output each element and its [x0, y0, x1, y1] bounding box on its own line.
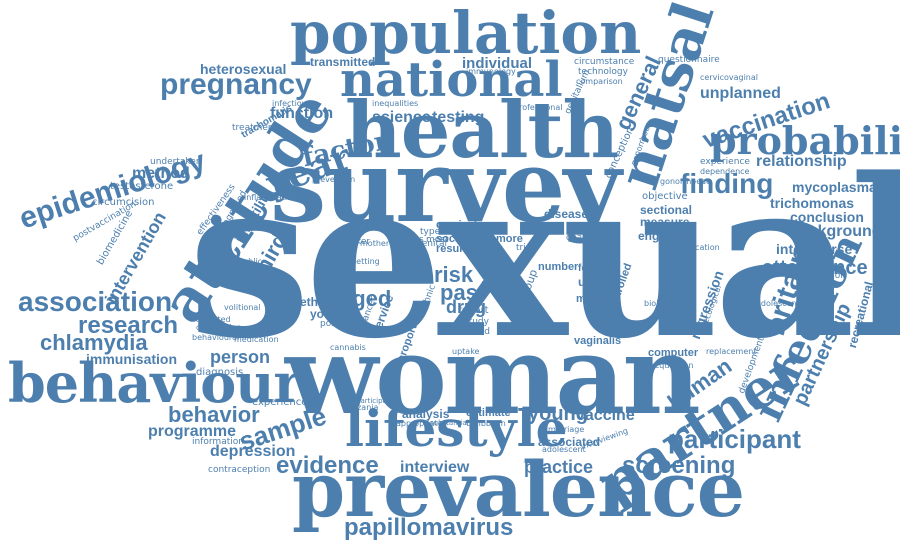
word-diagnosis: diagnosis — [196, 368, 243, 378]
word-relationship: relationship — [756, 154, 847, 170]
word-experienced: experienced — [252, 398, 314, 408]
word-interpretation: interpretation — [784, 272, 846, 281]
word-information: information — [192, 438, 244, 447]
word-volitional: volitional — [224, 304, 261, 312]
word-medication: medication — [234, 336, 279, 344]
word-deprivation: deprivation — [196, 324, 242, 332]
word-treatment: treatment — [232, 124, 277, 133]
word-cervical: cervical — [436, 220, 477, 231]
word-behavioural: behavioural — [192, 334, 239, 342]
word-substantial: substantial — [430, 420, 469, 427]
word-caribbean: caribbean — [466, 420, 506, 428]
word-sectional: sectional — [640, 204, 692, 216]
word-infectious: infectious — [272, 100, 311, 108]
word-circumstance: circumstance — [574, 58, 634, 67]
word-trichomonas: trichomonas — [770, 196, 854, 210]
word-schooling: schooling — [238, 282, 276, 290]
word-undertaken: undertaken — [150, 158, 202, 167]
word-setting: setting — [352, 258, 380, 266]
word-participant: participant — [668, 426, 801, 452]
word-dependence: dependence — [700, 168, 749, 176]
word-measure: measure — [640, 216, 689, 228]
word-report: report — [458, 306, 489, 316]
word-immunology: immunology — [466, 68, 516, 76]
word-computer: computer — [648, 348, 698, 359]
word-trial: trial — [516, 244, 534, 253]
word-participate: participate — [356, 398, 394, 405]
word-professional: professional — [514, 104, 562, 112]
word-science: science — [372, 110, 431, 126]
word-clinic: clinic — [518, 304, 541, 313]
word-unsafe: unsafe — [578, 276, 617, 288]
word-experience: experience — [700, 158, 750, 167]
word-papillomavirus: papillomavirus — [344, 516, 513, 540]
word-acquisition: acquisition — [650, 362, 693, 370]
word-conclusion: conclusion — [790, 210, 864, 224]
word-biological: biological — [644, 300, 682, 308]
word-intercourse: intercourse — [776, 242, 852, 256]
word-adjusted: adjusted — [196, 316, 231, 324]
word-screening: screening — [622, 454, 735, 478]
word-northern: northern — [572, 226, 611, 235]
word-prevention: prevention — [312, 176, 355, 184]
word-molecular: molecular — [208, 270, 248, 278]
word-unplanned: unplanned — [700, 86, 781, 102]
word-contraception: contraception — [208, 466, 270, 475]
word-method: method — [132, 166, 190, 182]
word-data: data — [456, 234, 479, 245]
word-study: study — [464, 318, 489, 327]
word-cervicovaginal: cervicovaginal — [700, 74, 758, 82]
word-estimate: estimate — [466, 408, 511, 419]
word-trend: trend — [466, 328, 490, 337]
word-number: number — [538, 262, 578, 273]
word-person: person — [210, 348, 270, 366]
word-replacement: replacement — [706, 348, 756, 356]
word-adolescent: adolescent — [542, 446, 586, 454]
word-england: england — [638, 230, 684, 242]
word-adolescence: adolescence — [756, 300, 806, 308]
word-education: education — [680, 244, 720, 252]
word-testing: testing — [432, 110, 484, 126]
word-inequalities: inequalities — [372, 100, 418, 108]
word-practice: practice — [524, 458, 593, 476]
word-cannabis: cannabis — [330, 344, 366, 352]
word-positive: positive — [320, 320, 355, 329]
word-questionnaire: questionnaire — [658, 56, 720, 65]
word-status: status — [396, 236, 424, 245]
word-transmitted: transmitted — [310, 56, 375, 68]
word-female: female — [578, 264, 610, 274]
word-mycoplasma: mycoplasma — [792, 180, 877, 194]
word-mother: mother — [360, 240, 389, 248]
word-change: change — [566, 234, 599, 243]
word-tanzania: tanzania — [344, 404, 378, 412]
word-most: most — [426, 236, 449, 245]
word-marriage: marriage — [548, 426, 584, 434]
word-disease: disease — [544, 208, 588, 220]
word-vaccine: vaccine — [576, 408, 635, 424]
word-objective: objective — [642, 192, 688, 202]
word-heterosexual: heterosexual — [200, 62, 286, 76]
word-uptake: uptake — [452, 348, 479, 356]
word-inflammation: inflammation — [244, 194, 297, 202]
word-testosterone: testosterone — [110, 182, 173, 192]
word-interview: interview — [400, 460, 469, 476]
word-gonorrhoeae: gonorrhoeae — [660, 178, 711, 186]
word-background: background — [790, 224, 882, 240]
word-vaginalis: vaginalis — [574, 336, 621, 347]
word-immunisation: immunisation — [86, 352, 177, 366]
word-higher: higher — [514, 316, 543, 325]
